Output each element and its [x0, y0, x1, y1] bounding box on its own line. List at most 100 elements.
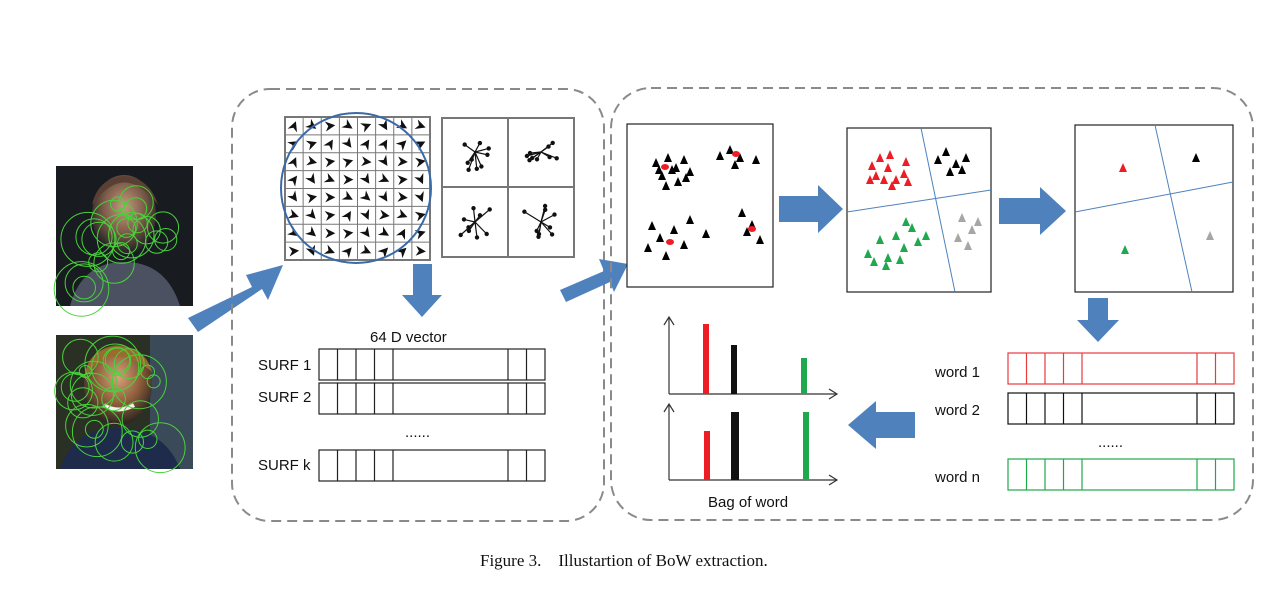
keypoint-circle [101, 386, 126, 412]
rows-ellipsis: ...... [405, 424, 430, 441]
histogram-bar [703, 324, 709, 394]
orientation-arrow-icon [397, 156, 408, 167]
orientation-arrow-icon [397, 191, 408, 202]
orientation-arrow-icon [306, 193, 318, 204]
feature-point-icon [682, 173, 690, 182]
feature-point-icon [884, 253, 892, 262]
vector-row [1007, 352, 1235, 385]
feature-point-icon [648, 221, 656, 230]
feature-point-icon [656, 233, 664, 242]
feature-point-icon [904, 177, 912, 186]
orientation-arrow-icon [415, 245, 426, 256]
keypoint-circle [78, 365, 92, 378]
vector-row [318, 449, 546, 482]
face-photo-2 [54, 335, 193, 474]
feature-point-icon [866, 175, 874, 184]
sampling-circle [280, 112, 432, 264]
orientation-arrow-icon [359, 244, 372, 254]
feature-point-icon [658, 171, 666, 180]
bow-histogram-1 [663, 315, 839, 400]
feature-point-icon [1119, 163, 1127, 172]
feature-point-icon [726, 145, 734, 154]
histogram-bar [803, 412, 809, 480]
orientation-arrow-icon [414, 119, 426, 129]
orientation-arrow-icon [305, 244, 316, 256]
orientation-arrow-icon [323, 173, 335, 183]
face-photo-1 [53, 166, 193, 317]
keypoint-circle [146, 211, 180, 244]
feature-point-icon [672, 163, 680, 172]
keypoint-circle [154, 228, 178, 252]
keypoint-circle [96, 214, 147, 264]
cluster-center-icon [661, 164, 669, 170]
orientation-arrow-icon [325, 228, 336, 239]
keypoint-circle [110, 196, 125, 212]
right-arrow-icon [999, 187, 1066, 235]
feature-point-icon [872, 171, 880, 180]
feature-point-icon [892, 175, 900, 184]
bow-histogram-2 [663, 402, 839, 486]
orientation-arrow-icon [377, 119, 388, 131]
keypoint-circle [72, 275, 96, 300]
vector-row [318, 348, 546, 381]
feature-point-icon [934, 155, 942, 164]
right-arrow-icon [779, 185, 843, 233]
feature-point-icon [908, 223, 916, 232]
feature-point-icon [686, 215, 694, 224]
feature-point-icon [743, 227, 751, 236]
vector-row [1007, 458, 1235, 491]
orientation-arrow-icon [323, 244, 335, 254]
orientation-arrow-icon [305, 226, 317, 237]
feature-point-icon [968, 225, 976, 234]
cluster-center-icon [748, 226, 756, 232]
keypoint-circle [134, 422, 186, 474]
gradient-star-icon [524, 140, 559, 163]
keypoint-circle [132, 216, 161, 245]
feature-point-icon [902, 157, 910, 166]
orientation-arrow-icon [342, 158, 354, 168]
orientation-arrow-icon [377, 154, 388, 166]
surf-panel [231, 88, 605, 522]
keypoint-circle [108, 212, 155, 259]
feature-point-icon [900, 169, 908, 178]
feature-point-icon [896, 255, 904, 264]
vector-dimension-label: 64 D vector [370, 329, 447, 346]
feature-point-icon [680, 240, 688, 249]
cluster-center-icon [666, 239, 674, 245]
feature-point-icon [870, 257, 878, 266]
words-ellipsis: ...... [1098, 434, 1123, 451]
feature-point-icon [1121, 245, 1129, 254]
codebook-plot [1074, 124, 1234, 293]
orientation-arrow-icon [287, 208, 299, 219]
feature-point-icon [954, 233, 962, 242]
feature-point-icon [900, 243, 908, 252]
keypoint-circle [65, 403, 109, 448]
orientation-arrow-icon [359, 226, 370, 238]
orientation-arrow-icon [324, 121, 336, 132]
feature-point-icon [892, 231, 900, 240]
keypoint-circle [113, 348, 145, 380]
orientation-arrow-icon [395, 140, 407, 151]
feature-point-icon [888, 181, 896, 190]
orientation-arrow-icon [377, 226, 389, 236]
orientation-arrow-icon [359, 139, 370, 151]
keypoint-circle [60, 211, 116, 267]
keypoint-circle [91, 343, 140, 392]
keypoint-circle [64, 263, 104, 303]
orientation-arrow-icon [414, 211, 426, 222]
feature-point-icon [662, 181, 670, 190]
feature-point-icon [702, 229, 710, 238]
keypoint-circle [81, 221, 117, 257]
feature-point-icon [876, 235, 884, 244]
feature-point-icon [902, 217, 910, 226]
orientation-arrow-icon [343, 174, 354, 185]
orientation-arrow-icon [325, 192, 336, 203]
orientation-arrow-icon [287, 190, 298, 202]
orientation-arrow-icon [378, 172, 390, 183]
feature-point-icon [958, 213, 966, 222]
feature-point-icon [868, 161, 876, 170]
orientation-arrow-icon [287, 121, 297, 133]
feature-point-icon [942, 147, 950, 156]
feature-point-icon [882, 261, 890, 270]
